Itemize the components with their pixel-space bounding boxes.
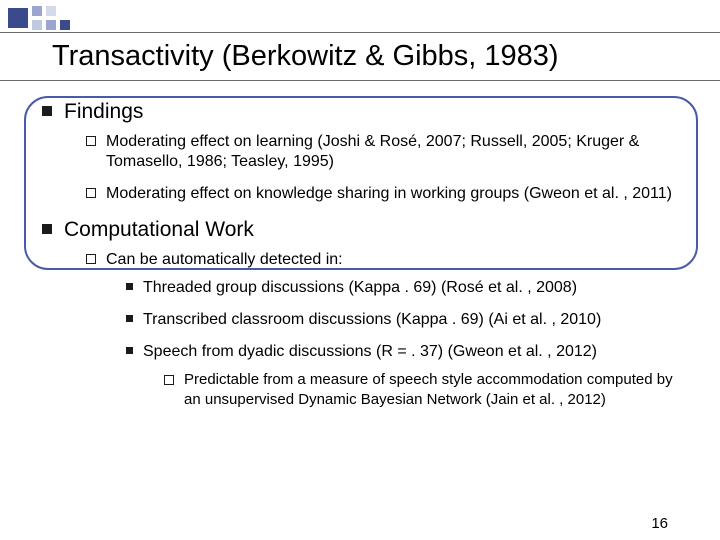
item-text: Transcribed classroom discussions (Kappa…: [143, 310, 601, 330]
list-item: Moderating effect on learning (Joshi & R…: [86, 132, 690, 172]
item-text: Predictable from a measure of speech sty…: [184, 370, 690, 409]
item-text: Can be automatically detected in:: [106, 250, 343, 270]
deco-square-icon: [32, 20, 42, 30]
list-item: Moderating effect on knowledge sharing i…: [86, 184, 690, 204]
square-outline-bullet-icon: [86, 136, 96, 146]
item-text: Moderating effect on learning (Joshi & R…: [106, 132, 690, 172]
page-number: 16: [651, 515, 668, 532]
deco-square-icon: [8, 8, 28, 28]
item-text: Moderating effect on knowledge sharing i…: [106, 184, 672, 204]
square-bullet-icon: [126, 283, 133, 290]
list-item: Predictable from a measure of speech sty…: [164, 370, 690, 409]
deco-square-icon: [32, 6, 42, 16]
divider: [0, 32, 720, 33]
deco-square-icon: [60, 20, 70, 30]
deco-square-icon: [46, 20, 56, 30]
slide-title: Transactivity (Berkowitz & Gibbs, 1983): [52, 40, 559, 73]
list-item: Speech from dyadic discussions (R = . 37…: [126, 342, 690, 409]
item-text: Threaded group discussions (Kappa . 69) …: [143, 278, 577, 298]
square-bullet-icon: [42, 224, 52, 234]
list-item: Can be automatically detected in: Thread…: [86, 250, 690, 409]
slide: Transactivity (Berkowitz & Gibbs, 1983) …: [0, 0, 720, 540]
list-item: Threaded group discussions (Kappa . 69) …: [126, 278, 690, 298]
square-bullet-icon: [126, 347, 133, 354]
slide-content: Findings Moderating effect on learning (…: [42, 100, 690, 421]
section-findings: Findings Moderating effect on learning (…: [42, 100, 690, 204]
square-bullet-icon: [42, 106, 52, 116]
square-outline-bullet-icon: [86, 188, 96, 198]
list-item: Transcribed classroom discussions (Kappa…: [126, 310, 690, 330]
section-heading: Computational Work: [64, 218, 254, 242]
square-bullet-icon: [126, 315, 133, 322]
item-text: Speech from dyadic discussions (R = . 37…: [143, 342, 597, 362]
deco-square-icon: [46, 6, 56, 16]
square-outline-bullet-icon: [86, 254, 96, 264]
divider: [0, 80, 720, 81]
square-outline-bullet-icon: [164, 375, 174, 385]
section-computational-work: Computational Work Can be automatically …: [42, 218, 690, 409]
section-heading: Findings: [64, 100, 143, 124]
corner-decoration: [6, 6, 76, 30]
